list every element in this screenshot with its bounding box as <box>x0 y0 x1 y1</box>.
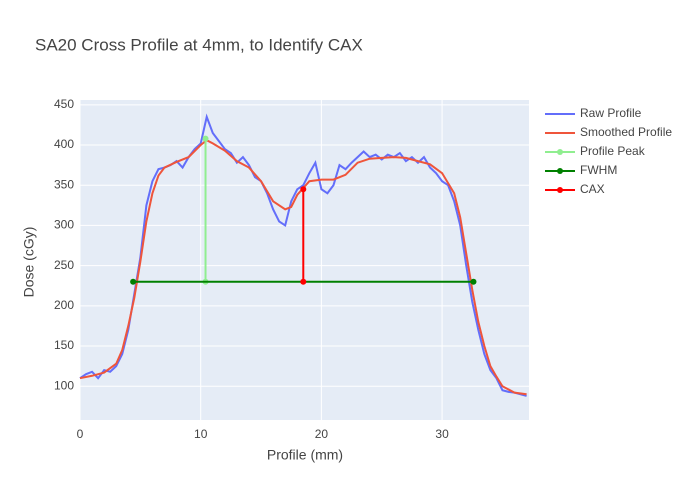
plot-background <box>80 100 529 420</box>
series-marker <box>300 278 307 285</box>
series-marker <box>130 278 137 285</box>
series-marker <box>300 186 307 193</box>
x-tick-label: 10 <box>194 427 208 441</box>
series-marker <box>202 135 209 142</box>
x-axis-title: Profile (mm) <box>267 447 343 463</box>
y-tick-label: 250 <box>54 258 74 272</box>
legend-marker <box>557 168 563 174</box>
legend-label: Profile Peak <box>580 144 646 158</box>
y-tick-label: 150 <box>54 338 74 352</box>
legend-label: CAX <box>580 182 605 196</box>
series-line <box>79 113 527 397</box>
legend-item: Raw Profile <box>545 106 642 120</box>
y-tick-label: 450 <box>54 97 74 111</box>
legend-label: FWHM <box>580 163 617 177</box>
y-tick-label: 400 <box>54 137 74 151</box>
legend-item: Profile Peak <box>545 144 646 158</box>
legend-item: CAX <box>545 182 605 196</box>
series-marker <box>470 278 477 285</box>
legend-marker <box>557 187 563 193</box>
series-line <box>79 139 527 396</box>
legend-label: Raw Profile <box>580 106 642 120</box>
x-tick-label: 30 <box>435 427 449 441</box>
legend-item: FWHM <box>545 163 617 177</box>
chart-title: SA20 Cross Profile at 4mm, to Identify C… <box>35 35 363 54</box>
legend-item: Smoothed Profile <box>545 125 672 139</box>
y-axis-title: Dose (cGy) <box>21 227 37 298</box>
legend-marker <box>557 149 563 155</box>
y-tick-label: 350 <box>54 177 74 191</box>
y-tick-label: 300 <box>54 218 74 232</box>
x-tick-label: 0 <box>77 427 84 441</box>
y-tick-label: 100 <box>54 378 74 392</box>
x-tick-label: 20 <box>315 427 329 441</box>
legend-label: Smoothed Profile <box>580 125 672 139</box>
y-tick-label: 200 <box>54 298 74 312</box>
